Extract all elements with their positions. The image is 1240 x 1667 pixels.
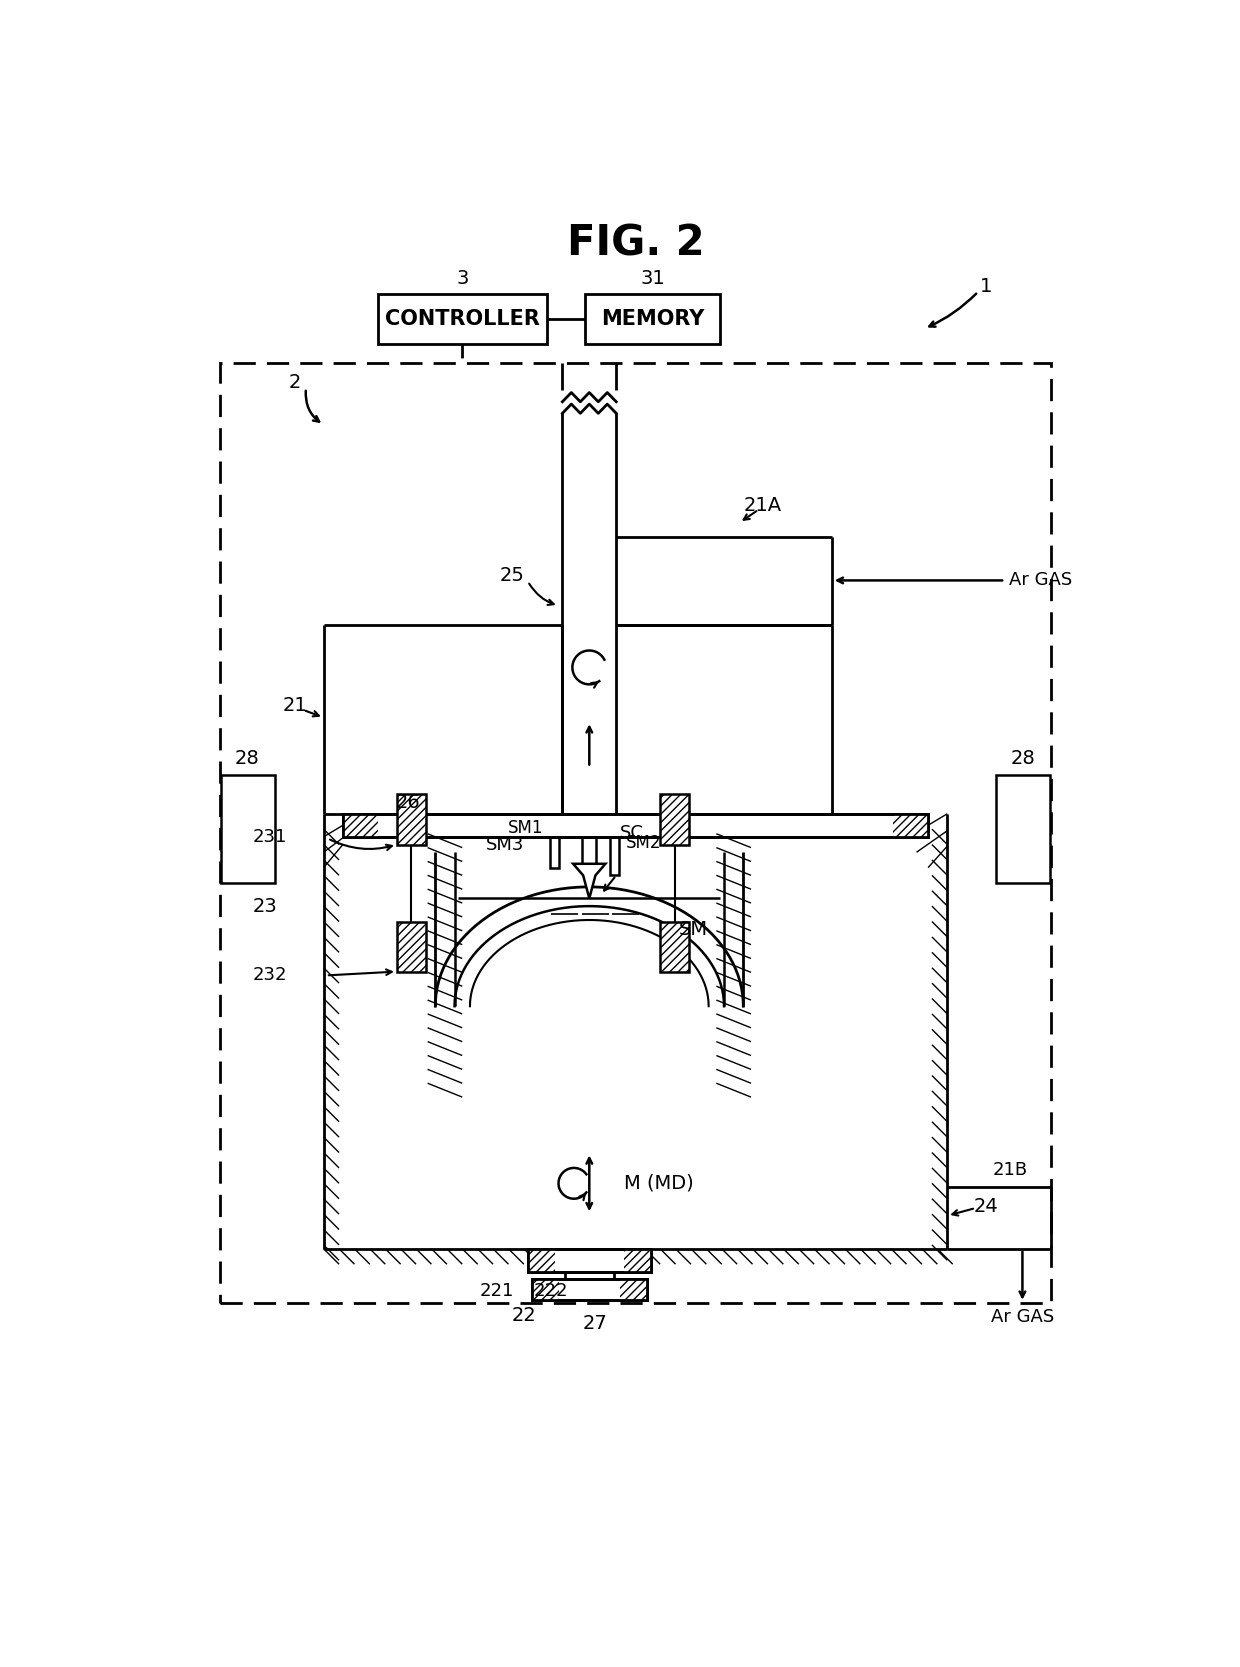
- Text: Ar GAS: Ar GAS: [1009, 572, 1073, 590]
- Text: 31: 31: [640, 268, 665, 288]
- Text: SM: SM: [678, 920, 708, 939]
- Text: 27: 27: [583, 1314, 608, 1334]
- Bar: [610, 837, 619, 875]
- Bar: [528, 1249, 554, 1272]
- Text: 232: 232: [253, 967, 288, 985]
- Text: 24: 24: [973, 1197, 998, 1215]
- Bar: [343, 813, 377, 837]
- Text: 221: 221: [480, 1282, 515, 1300]
- Bar: [219, 363, 1052, 1302]
- Text: 21B: 21B: [993, 1162, 1028, 1179]
- Text: SM3: SM3: [485, 835, 523, 854]
- Bar: [528, 1249, 651, 1272]
- Text: 22: 22: [511, 1307, 536, 1325]
- Bar: [551, 837, 559, 867]
- Bar: [532, 1279, 647, 1300]
- Bar: [620, 1279, 647, 1300]
- Text: 28: 28: [1011, 748, 1035, 768]
- Text: 222: 222: [533, 1282, 568, 1300]
- Bar: [996, 775, 1050, 884]
- Text: 3: 3: [456, 268, 469, 288]
- Bar: [624, 1249, 651, 1272]
- Text: 1: 1: [980, 277, 992, 295]
- Bar: [660, 922, 689, 972]
- Text: SC: SC: [620, 823, 644, 842]
- Text: M (MD): M (MD): [624, 1174, 693, 1194]
- Text: SM1: SM1: [508, 818, 544, 837]
- Bar: [397, 922, 427, 972]
- Text: 25: 25: [500, 565, 525, 585]
- Bar: [532, 1279, 558, 1300]
- Bar: [894, 813, 928, 837]
- Bar: [343, 813, 928, 837]
- Text: 21: 21: [283, 697, 308, 715]
- Bar: [583, 837, 596, 864]
- Bar: [343, 813, 928, 837]
- Bar: [660, 795, 689, 845]
- Bar: [397, 795, 427, 845]
- Bar: [528, 1249, 651, 1272]
- Bar: [377, 293, 547, 343]
- Bar: [585, 293, 720, 343]
- Text: 26: 26: [396, 793, 420, 812]
- Text: Ar GAS: Ar GAS: [991, 1307, 1054, 1325]
- Text: 23: 23: [253, 897, 278, 915]
- Text: FIG. 2: FIG. 2: [567, 223, 704, 265]
- Text: 21A: 21A: [744, 497, 781, 515]
- Text: 2: 2: [289, 373, 301, 392]
- Bar: [221, 775, 275, 884]
- Text: MEMORY: MEMORY: [601, 308, 704, 328]
- Polygon shape: [573, 864, 605, 899]
- Text: SM2: SM2: [625, 834, 661, 852]
- Text: CONTROLLER: CONTROLLER: [384, 308, 539, 328]
- Text: 28: 28: [234, 748, 259, 768]
- Bar: [532, 1279, 647, 1300]
- Text: 231: 231: [253, 828, 288, 845]
